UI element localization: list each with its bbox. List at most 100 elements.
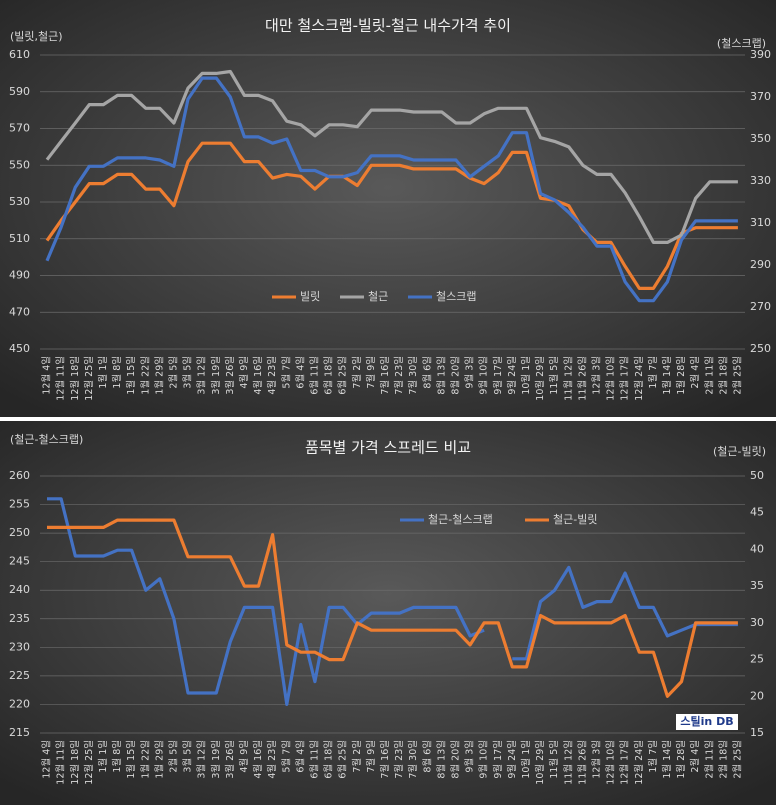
y2-tick-label: 15 <box>750 726 764 739</box>
x-tick-label: 11월 12일 <box>562 356 574 401</box>
y-tick-label: 550 <box>9 158 30 171</box>
x-tick-label: 6월 25일 <box>337 740 349 779</box>
x-tick-label: 8월 6일 <box>421 740 433 773</box>
x-tick-label: 3월 26일 <box>224 740 236 779</box>
x-tick-label: 6월 18일 <box>323 356 335 395</box>
logo-box <box>676 714 738 730</box>
y-tick-label: 510 <box>9 232 30 245</box>
x-tick-label: 1월 1일 <box>97 356 109 389</box>
x-tick-label: 7월 9일 <box>365 356 377 389</box>
y2-tick-label: 40 <box>750 542 764 555</box>
x-tick-label: 8월 13일 <box>435 740 447 779</box>
y2-tick-label: 270 <box>750 300 771 313</box>
x-tick-label: 10월 29일 <box>534 740 546 785</box>
x-tick-label: 11월 26일 <box>576 740 588 785</box>
x-tick-label: 12월 4일 <box>41 356 53 395</box>
y-tick-label: 570 <box>9 122 30 135</box>
y2-axis-label: (철근-빌릿) <box>713 445 766 458</box>
x-tick-label: 7월 30일 <box>407 356 419 395</box>
x-tick-label: 7월 30일 <box>407 740 419 779</box>
x-tick-label: 12월 24일 <box>633 740 645 785</box>
x-tick-label: 3월 12일 <box>196 356 208 395</box>
x-tick-label: 9월 3일 <box>464 356 476 389</box>
x-tick-label: 1월 28일 <box>675 356 687 395</box>
x-tick-label: 9월 10일 <box>478 740 490 779</box>
x-tick-label: 12월 10일 <box>605 740 617 785</box>
x-tick-label: 12월 18일 <box>69 740 81 785</box>
x-tick-label: 12월 11일 <box>55 356 67 401</box>
x-tick-label: 3월 5일 <box>182 740 194 773</box>
y2-tick-label: 390 <box>750 48 771 61</box>
x-tick-label: 1월 29일 <box>153 356 165 395</box>
x-tick-label: 9월 24일 <box>506 740 518 779</box>
x-tick-label: 12월 25일 <box>83 356 95 401</box>
x-tick-label: 4월 23일 <box>266 356 278 395</box>
x-tick-label: 12월 3일 <box>590 740 602 779</box>
x-tick-label: 4월 9일 <box>238 356 250 389</box>
y2-tick-label: 250 <box>750 342 771 355</box>
x-tick-label: 1월 14일 <box>661 356 673 395</box>
y2-tick-label: 290 <box>750 258 771 271</box>
x-tick-label: 12월 17일 <box>619 356 631 401</box>
x-tick-label: 5월 7일 <box>280 356 292 389</box>
logo: 스틸in DB <box>680 715 733 728</box>
x-tick-label: 12월 11일 <box>55 740 67 785</box>
x-tick-label: 11월 12일 <box>562 740 574 785</box>
x-tick-label: 1월 7일 <box>647 740 659 773</box>
x-tick-label: 8월 13일 <box>435 356 447 395</box>
x-tick-label: 1월 7일 <box>647 356 659 389</box>
x-tick-label: 4월 16일 <box>252 356 264 395</box>
y2-tick-label: 330 <box>750 174 771 187</box>
x-tick-label: 1월 29일 <box>153 740 165 779</box>
x-tick-label: 1월 28일 <box>675 740 687 779</box>
x-tick-label: 9월 24일 <box>506 356 518 395</box>
legend-label: 철스크랩 <box>436 290 476 303</box>
y-tick-label: 220 <box>9 697 30 710</box>
x-tick-label: 8월 6일 <box>421 356 433 389</box>
x-tick-label: 7월 16일 <box>379 740 391 779</box>
y2-tick-label: 50 <box>750 469 764 482</box>
x-tick-label: 6월 4일 <box>294 740 306 773</box>
y2-tick-label: 25 <box>750 653 764 666</box>
y2-tick-label: 350 <box>750 132 771 145</box>
legend-label: 철근-빌릿 <box>553 513 597 526</box>
y-tick-label: 260 <box>9 469 30 482</box>
x-tick-label: 12월 24일 <box>633 356 645 401</box>
legend-label: 철근-철스크랩 <box>428 513 493 526</box>
x-tick-label: 9월 17일 <box>492 356 504 395</box>
x-tick-label: 2월 11일 <box>703 356 715 395</box>
x-tick-label: 1월 15일 <box>125 356 137 395</box>
x-tick-label: 12월 25일 <box>83 740 95 785</box>
y2-tick-label: 310 <box>750 216 771 229</box>
x-tick-label: 1월 22일 <box>139 740 151 779</box>
y-tick-label: 250 <box>9 526 30 539</box>
line-series <box>47 518 738 698</box>
y-tick-label: 235 <box>9 612 30 625</box>
x-tick-label: 6월 11일 <box>308 356 320 395</box>
x-tick-label: 1월 8일 <box>111 356 123 389</box>
x-tick-label: 9월 3일 <box>464 740 476 773</box>
x-tick-label: 2월 11일 <box>703 740 715 779</box>
x-tick-label: 11월 5일 <box>548 356 560 395</box>
x-tick-label: 12월 18일 <box>69 356 81 401</box>
x-tick-label: 7월 23일 <box>393 356 405 395</box>
x-tick-label: 8월 20일 <box>449 356 461 395</box>
y2-tick-label: 30 <box>750 616 764 629</box>
x-tick-label: 2월 25일 <box>731 356 743 395</box>
x-tick-label: 12월 17일 <box>619 740 631 785</box>
y-tick-label: 590 <box>9 85 30 98</box>
x-tick-label: 3월 26일 <box>224 356 236 395</box>
x-tick-label: 1월 14일 <box>661 740 673 779</box>
y-tick-label: 470 <box>9 305 30 318</box>
y-axis-label: (빌릿,철근) <box>10 30 63 43</box>
x-tick-label: 9월 10일 <box>478 356 490 395</box>
line-series <box>45 76 738 303</box>
x-tick-label: 11월 5일 <box>548 740 560 779</box>
y-tick-label: 530 <box>9 195 30 208</box>
x-tick-label: 7월 2일 <box>351 356 363 389</box>
x-tick-label: 6월 25일 <box>337 356 349 395</box>
x-tick-label: 2월 5일 <box>167 740 179 773</box>
x-tick-label: 6월 18일 <box>323 740 335 779</box>
x-tick-label: 1월 8일 <box>111 740 123 773</box>
x-tick-label: 1월 1일 <box>97 740 109 773</box>
